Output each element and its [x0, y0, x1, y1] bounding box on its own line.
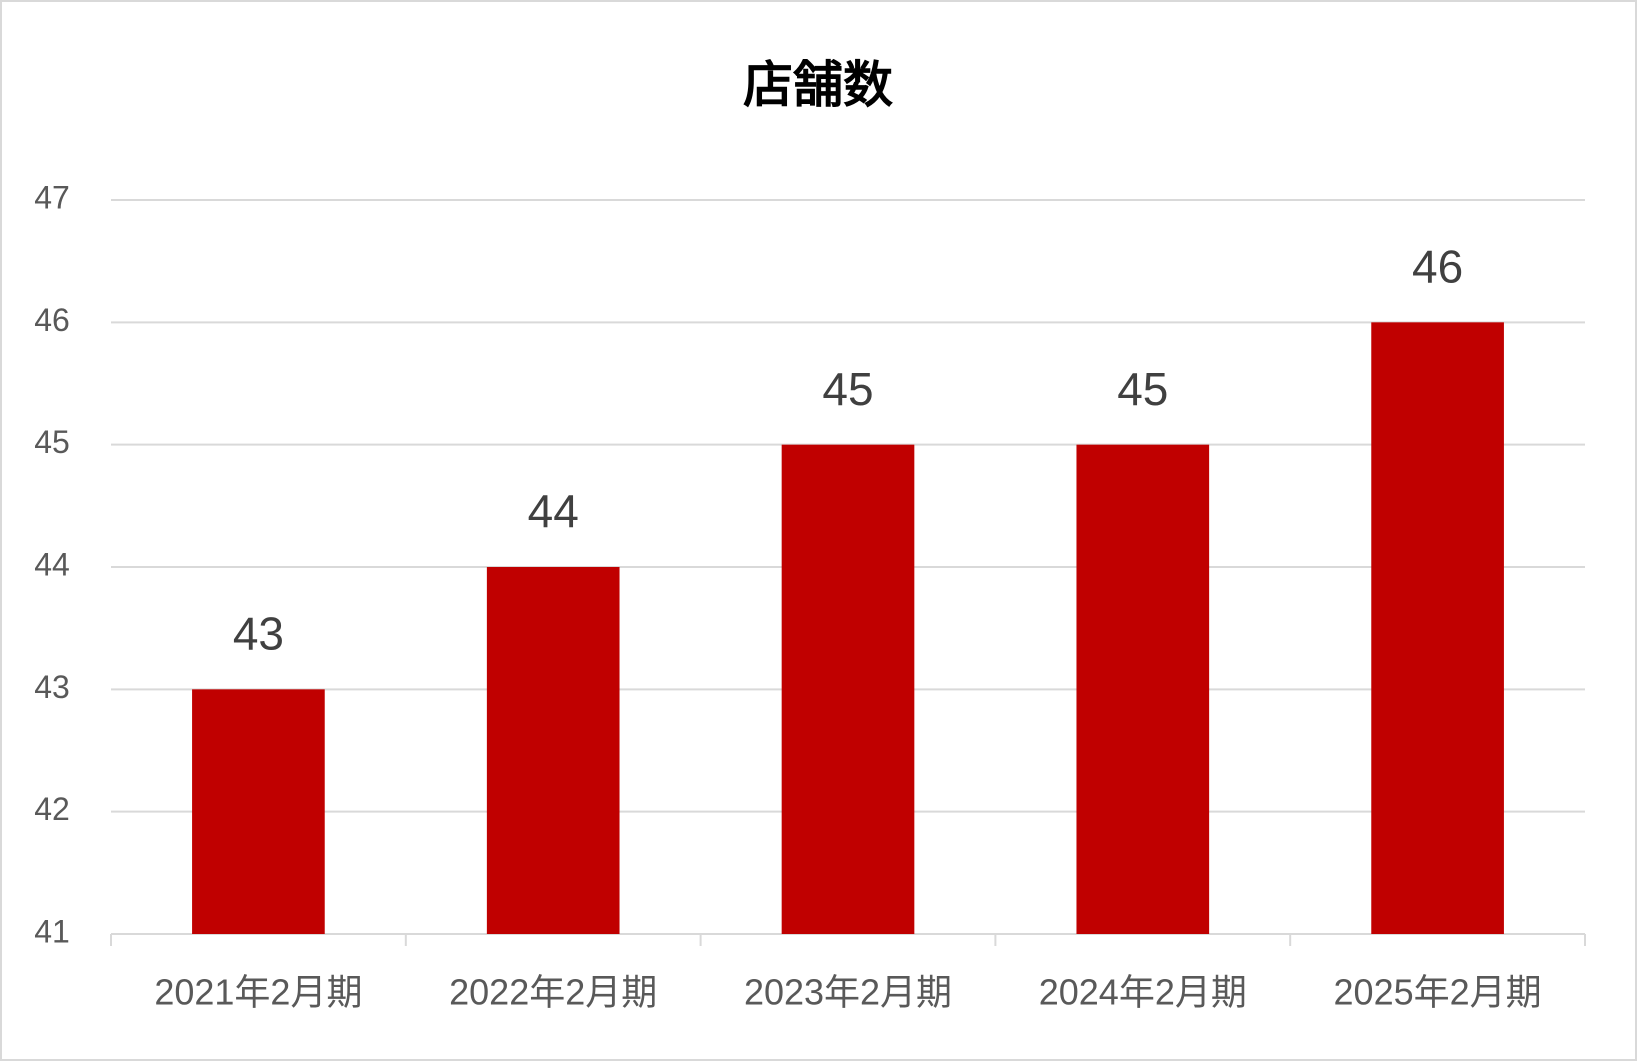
bar — [781, 444, 915, 934]
chart-title: 店舗数 — [743, 57, 893, 113]
x-tick-label: 2021年2月期 — [154, 972, 362, 1013]
bar — [1076, 444, 1210, 934]
x-tick-label: 2025年2月期 — [1334, 972, 1542, 1013]
data-label: 45 — [1117, 363, 1168, 415]
data-label: 45 — [822, 363, 873, 415]
y-tick-label: 44 — [34, 546, 70, 582]
x-tick-label: 2023年2月期 — [744, 972, 952, 1013]
bar — [192, 689, 325, 934]
x-tick-label: 2022年2月期 — [449, 972, 657, 1013]
bar — [1371, 322, 1504, 934]
data-label: 44 — [528, 485, 579, 537]
y-tick-label: 45 — [34, 424, 70, 460]
y-tick-label: 42 — [34, 791, 70, 827]
y-tick-label: 43 — [34, 669, 70, 705]
data-label: 46 — [1412, 240, 1463, 292]
bar — [486, 567, 620, 934]
y-tick-label: 46 — [34, 302, 70, 338]
y-tick-label: 47 — [34, 179, 70, 215]
data-label: 43 — [233, 607, 284, 659]
y-tick-label: 41 — [34, 913, 70, 949]
x-tick-label: 2024年2月期 — [1039, 972, 1247, 1013]
